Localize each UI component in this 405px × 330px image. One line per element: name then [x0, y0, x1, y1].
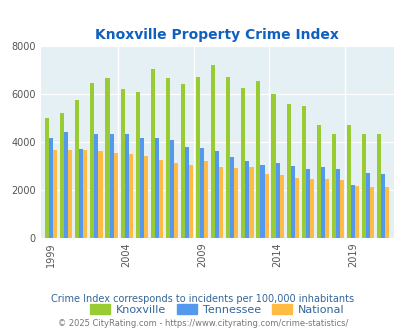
Bar — [53, 150, 57, 238]
Bar — [68, 150, 72, 238]
Bar — [109, 134, 113, 238]
Bar — [60, 113, 64, 238]
Bar — [384, 187, 388, 238]
Bar — [346, 125, 350, 238]
Bar — [264, 174, 268, 238]
Bar — [158, 160, 162, 238]
Bar — [196, 77, 200, 238]
Bar — [290, 166, 294, 238]
Bar — [365, 173, 369, 238]
Bar — [94, 134, 98, 238]
Bar — [83, 150, 87, 238]
Bar — [335, 169, 339, 238]
Text: Crime Index corresponds to incidents per 100,000 inhabitants: Crime Index corresponds to incidents per… — [51, 294, 354, 304]
Title: Knoxville Property Crime Index: Knoxville Property Crime Index — [95, 28, 338, 42]
Bar — [376, 134, 380, 238]
Bar — [245, 161, 249, 238]
Bar — [324, 179, 328, 238]
Bar — [165, 79, 169, 238]
Bar — [249, 167, 253, 238]
Bar — [369, 187, 373, 238]
Bar — [120, 89, 124, 238]
Bar — [354, 186, 358, 238]
Bar — [75, 100, 79, 238]
Bar — [380, 174, 384, 238]
Bar — [113, 153, 117, 238]
Text: © 2025 CityRating.com - https://www.cityrating.com/crime-statistics/: © 2025 CityRating.com - https://www.city… — [58, 319, 347, 328]
Bar — [260, 165, 264, 238]
Bar — [124, 134, 128, 238]
Bar — [79, 149, 83, 238]
Bar — [301, 106, 305, 238]
Bar — [154, 138, 158, 238]
Bar — [98, 151, 102, 238]
Bar — [286, 104, 290, 238]
Bar — [279, 176, 283, 238]
Bar — [305, 169, 309, 238]
Bar — [316, 125, 320, 238]
Bar — [339, 180, 343, 238]
Bar — [215, 151, 219, 238]
Bar — [105, 79, 109, 238]
Bar — [45, 118, 49, 238]
Bar — [128, 154, 132, 238]
Bar — [230, 157, 234, 238]
Bar — [211, 65, 215, 238]
Bar — [90, 83, 94, 238]
Bar — [204, 161, 208, 238]
Bar — [150, 69, 154, 238]
Bar — [361, 134, 365, 238]
Bar — [64, 132, 68, 238]
Bar — [169, 140, 173, 238]
Bar — [350, 185, 354, 238]
Bar — [331, 134, 335, 238]
Bar — [143, 156, 147, 238]
Bar — [271, 94, 275, 238]
Bar — [135, 92, 139, 238]
Bar — [241, 88, 245, 238]
Bar — [181, 84, 185, 238]
Bar — [294, 178, 298, 238]
Bar — [219, 167, 223, 238]
Bar — [320, 167, 324, 238]
Bar — [49, 138, 53, 238]
Legend: Knoxville, Tennessee, National: Knoxville, Tennessee, National — [87, 301, 347, 318]
Bar — [189, 165, 193, 238]
Bar — [309, 179, 313, 238]
Bar — [173, 163, 178, 238]
Bar — [275, 163, 279, 238]
Bar — [256, 81, 260, 238]
Bar — [139, 138, 143, 238]
Bar — [185, 147, 189, 238]
Bar — [234, 168, 238, 238]
Bar — [200, 148, 204, 238]
Bar — [226, 77, 230, 238]
